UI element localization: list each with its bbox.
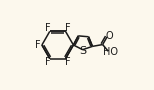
Text: O: O	[106, 31, 113, 41]
Text: F: F	[65, 23, 70, 33]
Text: F: F	[45, 57, 51, 67]
Text: HO: HO	[103, 47, 118, 57]
Text: F: F	[35, 40, 41, 50]
Text: F: F	[45, 23, 51, 33]
Text: S: S	[79, 46, 86, 56]
Text: F: F	[65, 57, 70, 67]
